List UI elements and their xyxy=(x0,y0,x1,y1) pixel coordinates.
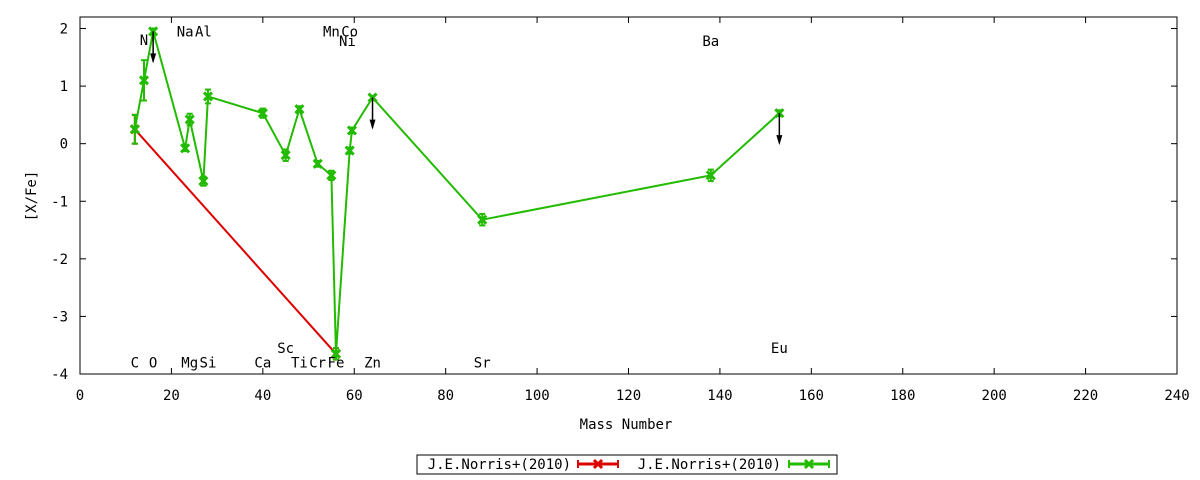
annotation-fe: Fe xyxy=(328,355,345,371)
y-tick-label: 1 xyxy=(60,79,68,95)
y-tick-label: 0 xyxy=(60,137,68,153)
x-tick-label: 120 xyxy=(616,388,641,404)
y-tick-label: -2 xyxy=(51,252,68,268)
data-point-cross xyxy=(138,75,150,86)
series-line xyxy=(133,31,781,354)
x-tick-label: 220 xyxy=(1073,388,1098,404)
legend-label-2: J.E.Norris+(2010) xyxy=(638,457,781,473)
x-tick-label: 180 xyxy=(890,388,915,404)
x-tick-label: 100 xyxy=(524,388,549,404)
data-point-cross xyxy=(312,158,323,169)
annotation-o: O xyxy=(149,355,157,371)
x-tick-label: 240 xyxy=(1164,388,1189,404)
annotation-ca: Ca xyxy=(254,355,271,371)
x-tick-label: 40 xyxy=(254,388,271,404)
data-point-cross xyxy=(592,458,604,470)
data-point-cross xyxy=(344,145,355,156)
annotation-n: N xyxy=(140,33,148,49)
upper-limit-arrowhead xyxy=(369,119,376,130)
data-point-cross xyxy=(477,214,488,225)
annotation-c: C xyxy=(131,355,139,371)
data-point-cross xyxy=(180,143,191,154)
data-point-cross xyxy=(330,348,342,359)
data-point-cross xyxy=(198,176,209,187)
annotation-ba: Ba xyxy=(702,34,719,50)
x-tick-label: 160 xyxy=(799,388,824,404)
annotation-si: Si xyxy=(200,355,217,371)
y-axis-label: [X/Fe] xyxy=(24,171,40,222)
y-tick-label: -3 xyxy=(51,309,68,325)
legend: J.E.Norris+(2010) J.E.Norris+(2010) xyxy=(416,454,838,475)
series-layer xyxy=(129,26,785,361)
x-tick-label: 0 xyxy=(76,388,84,404)
x-tick-label: 200 xyxy=(982,388,1007,404)
data-point-cross xyxy=(326,170,337,181)
data-point-cross xyxy=(129,124,140,135)
data-point-cross xyxy=(202,91,214,102)
data-point-cross xyxy=(257,108,268,119)
y-tick-label: -4 xyxy=(51,367,68,383)
annotation-cr: Cr xyxy=(309,355,326,371)
x-tick-label: 140 xyxy=(707,388,732,404)
legend-label-1: J.E.Norris+(2010) xyxy=(428,457,571,473)
annotation-al: Al xyxy=(195,24,212,40)
plot-frame xyxy=(79,16,1178,375)
annotation-sr: Sr xyxy=(474,355,491,371)
data-point-cross xyxy=(803,458,815,470)
x-tick-label: 20 xyxy=(163,388,180,404)
series-1 xyxy=(129,113,342,361)
legend-swatch-2 xyxy=(788,458,830,470)
annotation-ti: Ti xyxy=(291,355,308,371)
legend-box xyxy=(416,454,838,475)
y-tick-label: 2 xyxy=(60,22,68,38)
series-line xyxy=(134,128,337,355)
annotation-ni: Ni xyxy=(339,34,356,50)
annotation-mn: Mn xyxy=(323,24,340,40)
annotation-zn: Zn xyxy=(364,355,381,371)
annotation-na: Na xyxy=(177,24,194,40)
legend-swatch-1 xyxy=(577,458,619,470)
annotation-co: Co xyxy=(341,24,358,40)
data-point-cross xyxy=(280,150,291,161)
x-tick-label: 80 xyxy=(437,388,454,404)
data-point-cross xyxy=(184,114,195,125)
x-axis-label: Mass Number xyxy=(580,417,673,433)
axis-ticks: 0 20 40 60 80 100 120 140 160 180 200 220 240-4-3-2-… xyxy=(51,17,1190,404)
data-point-cross xyxy=(294,104,305,115)
series-2 xyxy=(129,26,785,361)
data-point-cross xyxy=(346,125,358,136)
annotation-eu: Eu xyxy=(771,341,788,357)
x-tick-label: 60 xyxy=(346,388,363,404)
data-point-cross xyxy=(705,170,716,181)
annotation-sc: Sc xyxy=(277,341,294,357)
upper-limit-arrowhead xyxy=(150,53,157,64)
annotation-mg: Mg xyxy=(181,355,198,371)
y-tick-label: -1 xyxy=(51,194,68,210)
upper-limit-arrowhead xyxy=(776,135,783,146)
